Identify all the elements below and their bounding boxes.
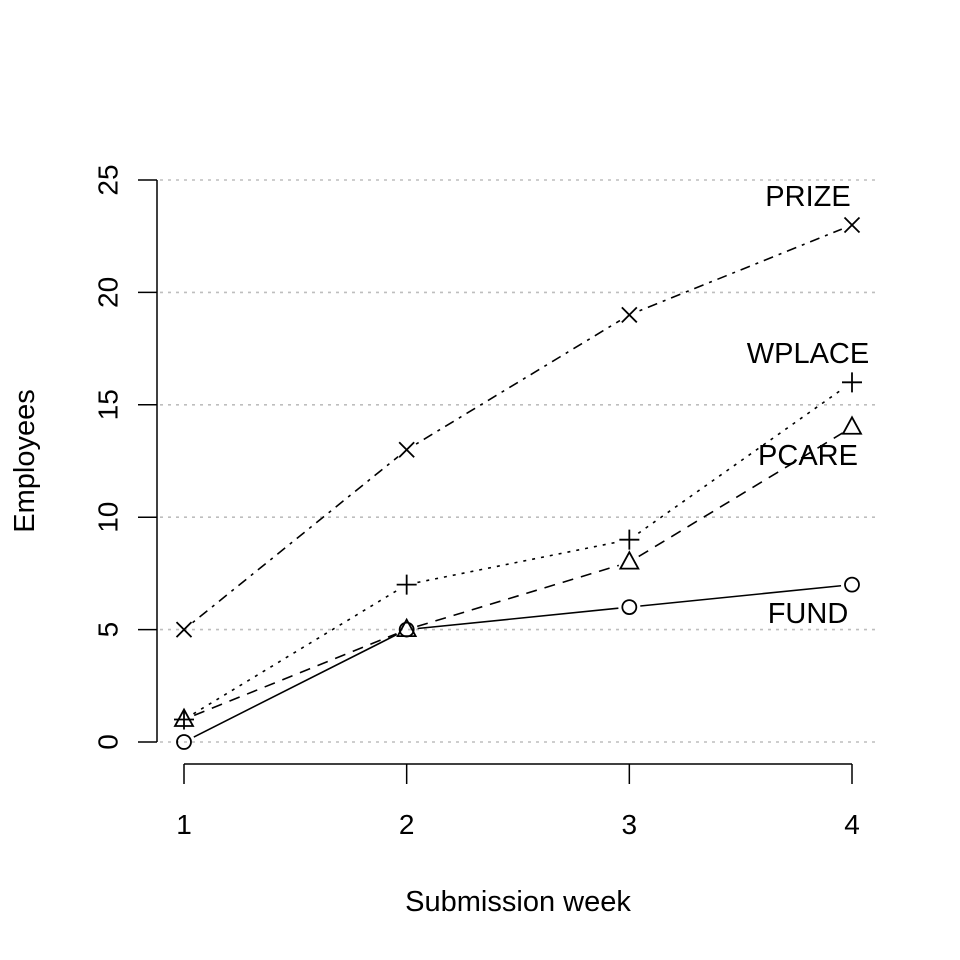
series-label-fund: FUND xyxy=(768,598,849,630)
series-fund-segment xyxy=(193,633,398,738)
series-pcare-segment xyxy=(638,432,844,558)
series-pcare-marker-triangle xyxy=(618,550,640,570)
series-fund-marker-circle xyxy=(398,621,415,638)
series-fund-marker-circle xyxy=(176,734,192,750)
series-prize-marker-x xyxy=(621,306,638,324)
y-tick-label: 5 xyxy=(93,622,124,638)
y-tick-label: 10 xyxy=(93,502,124,533)
series-wplace-segment xyxy=(192,589,398,715)
series-wplace-marker-plus xyxy=(619,529,640,550)
y-tick-label: 20 xyxy=(93,277,124,308)
x-tick-label: 2 xyxy=(399,809,415,840)
x-tick-label: 1 xyxy=(176,809,192,840)
series-pcare-marker-triangle xyxy=(841,415,863,435)
series-wplace-marker-plus xyxy=(396,574,417,595)
series-lines xyxy=(192,228,844,738)
x-tick-label: 3 xyxy=(622,809,638,840)
series-prize-marker-x xyxy=(843,216,861,234)
series-wplace-marker-plus xyxy=(842,372,862,393)
y-tick-label: 25 xyxy=(93,164,124,195)
x-tick-label: 4 xyxy=(844,809,860,840)
series-fund-segment xyxy=(417,607,619,630)
series-fund-marker-circle xyxy=(844,576,860,593)
series-labels: PRIZE WPLACE PCARE FUND xyxy=(747,181,869,630)
y-axis-title: Employees xyxy=(9,389,41,532)
series-wplace-segment xyxy=(637,388,844,534)
series-markers xyxy=(173,216,863,750)
y-tick-label: 0 xyxy=(93,734,124,750)
series-label-pcare: PCARE xyxy=(758,440,858,472)
series-fund-marker-circle xyxy=(621,599,638,616)
series-prize-marker-x xyxy=(175,621,193,638)
series-pcare-marker-triangle xyxy=(173,707,195,727)
x-axis-title: Submission week xyxy=(405,886,631,918)
series-prize-segment xyxy=(415,319,621,445)
axis-ticks: 0 5 10 15 20 25 1 2 3 4 xyxy=(93,164,860,840)
series-prize-marker-x xyxy=(398,441,415,458)
y-tick-label: 15 xyxy=(93,389,124,420)
series-prize-segment xyxy=(639,228,843,312)
series-label-wplace: WPLACE xyxy=(747,338,869,370)
series-fund-segment xyxy=(640,584,842,607)
series-label-prize: PRIZE xyxy=(765,181,850,213)
axes xyxy=(156,180,852,765)
series-pcare-segment xyxy=(416,564,620,628)
series-pcare-segment xyxy=(193,632,397,717)
